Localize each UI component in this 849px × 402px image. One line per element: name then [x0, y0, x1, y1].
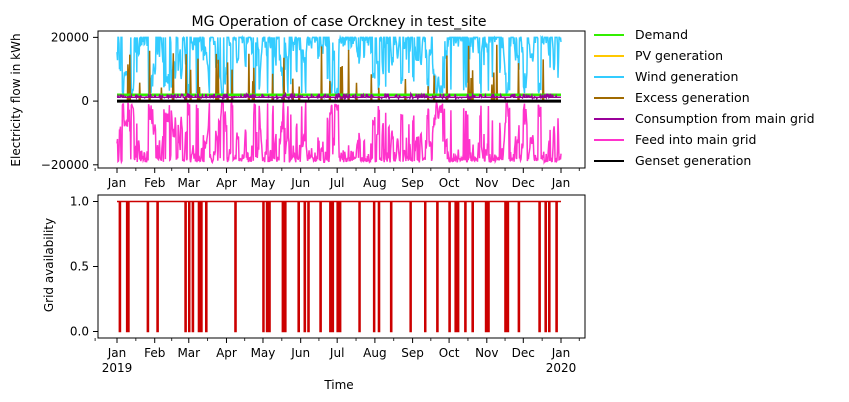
- bottom-xtick-label: Sep: [401, 346, 424, 360]
- bottom-x-axis: Jan Feb Mar Apr May Jun Jul Aug Sep Oct Nov Dec Jan: [94, 338, 580, 360]
- legend: Demand PV generation Wind generation Excess…: [594, 27, 815, 168]
- bottom-xtick-label: Feb: [144, 346, 165, 360]
- top-ytick-label: 20000: [51, 30, 89, 44]
- top-xtick-label: Jan: [107, 176, 127, 190]
- bottom-xtick-label: Mar: [177, 346, 200, 360]
- bottom-xtick-label: Nov: [475, 346, 498, 360]
- top-chart-title: MG Operation of case Orckney in test_sit…: [192, 14, 487, 30]
- top-xtick-label: Aug: [363, 176, 386, 190]
- top-xtick-label: Jan: [551, 176, 571, 190]
- top-xtick-label: Sep: [401, 176, 424, 190]
- bottom-ytick-label: 1.0: [70, 195, 89, 209]
- bottom-chart-xlabel: Time: [323, 378, 353, 392]
- feed-into-main-grid-line: [116, 99, 562, 165]
- bottom-chart-ylabel: Grid availability: [42, 218, 56, 312]
- top-x-axis: Jan Feb Mar Apr May Jun Jul Aug Sep Oct Nov Dec Jan: [94, 168, 580, 190]
- bottom-ytick-label: 0.5: [70, 260, 89, 274]
- bottom-year-first: 2019: [102, 361, 133, 375]
- bottom-xtick-label: Jun: [290, 346, 310, 360]
- consumption-from-main-grid-line: [116, 91, 561, 102]
- wind-generation-line: [116, 34, 562, 96]
- legend-label: Excess generation: [635, 90, 750, 105]
- bottom-y-axis: 1.0 0.5 0.0: [70, 195, 98, 339]
- top-xtick-label: Mar: [177, 176, 200, 190]
- top-ytick-label: 0: [81, 94, 89, 108]
- bottom-xtick-label: Jul: [329, 346, 344, 360]
- top-ytick-label: −20000: [41, 158, 89, 172]
- top-plot-frame: [97, 30, 586, 169]
- bottom-ytick-label: 0.0: [70, 325, 89, 339]
- top-xtick-label: May: [251, 176, 276, 190]
- top-y-axis: 20000 0 −20000: [41, 30, 98, 172]
- top-xtick-label: Feb: [144, 176, 165, 190]
- bottom-xtick-label: Aug: [363, 346, 386, 360]
- bottom-year-last: 2020: [546, 361, 577, 375]
- bottom-xtick-label: Jan: [551, 346, 571, 360]
- legend-label: PV generation: [635, 48, 723, 63]
- top-xtick-label: Jul: [329, 176, 344, 190]
- top-xtick-label: Nov: [475, 176, 498, 190]
- legend-label: Consumption from main grid: [635, 111, 815, 126]
- top-plot-area: [116, 34, 562, 165]
- legend-label: Wind generation: [635, 69, 738, 84]
- bottom-plot-area: [117, 200, 561, 333]
- top-xtick-label: Jun: [290, 176, 310, 190]
- top-xtick-label: Apr: [216, 176, 237, 190]
- top-xtick-label: Oct: [439, 176, 460, 190]
- bottom-xtick-label: May: [251, 346, 276, 360]
- bottom-xtick-label: Oct: [439, 346, 460, 360]
- legend-label: Feed into main grid: [635, 132, 756, 147]
- legend-label: Genset generation: [635, 153, 751, 168]
- bottom-plot-frame: [97, 194, 586, 339]
- top-xtick-label: Dec: [512, 176, 535, 190]
- bottom-xtick-label: Apr: [216, 346, 237, 360]
- bottom-xtick-label: Dec: [512, 346, 535, 360]
- legend-label: Demand: [635, 27, 688, 42]
- grid-availability-line: [117, 200, 561, 333]
- bottom-xtick-label: Jan: [107, 346, 127, 360]
- top-chart-ylabel: Electricity flow in kWh: [9, 33, 23, 166]
